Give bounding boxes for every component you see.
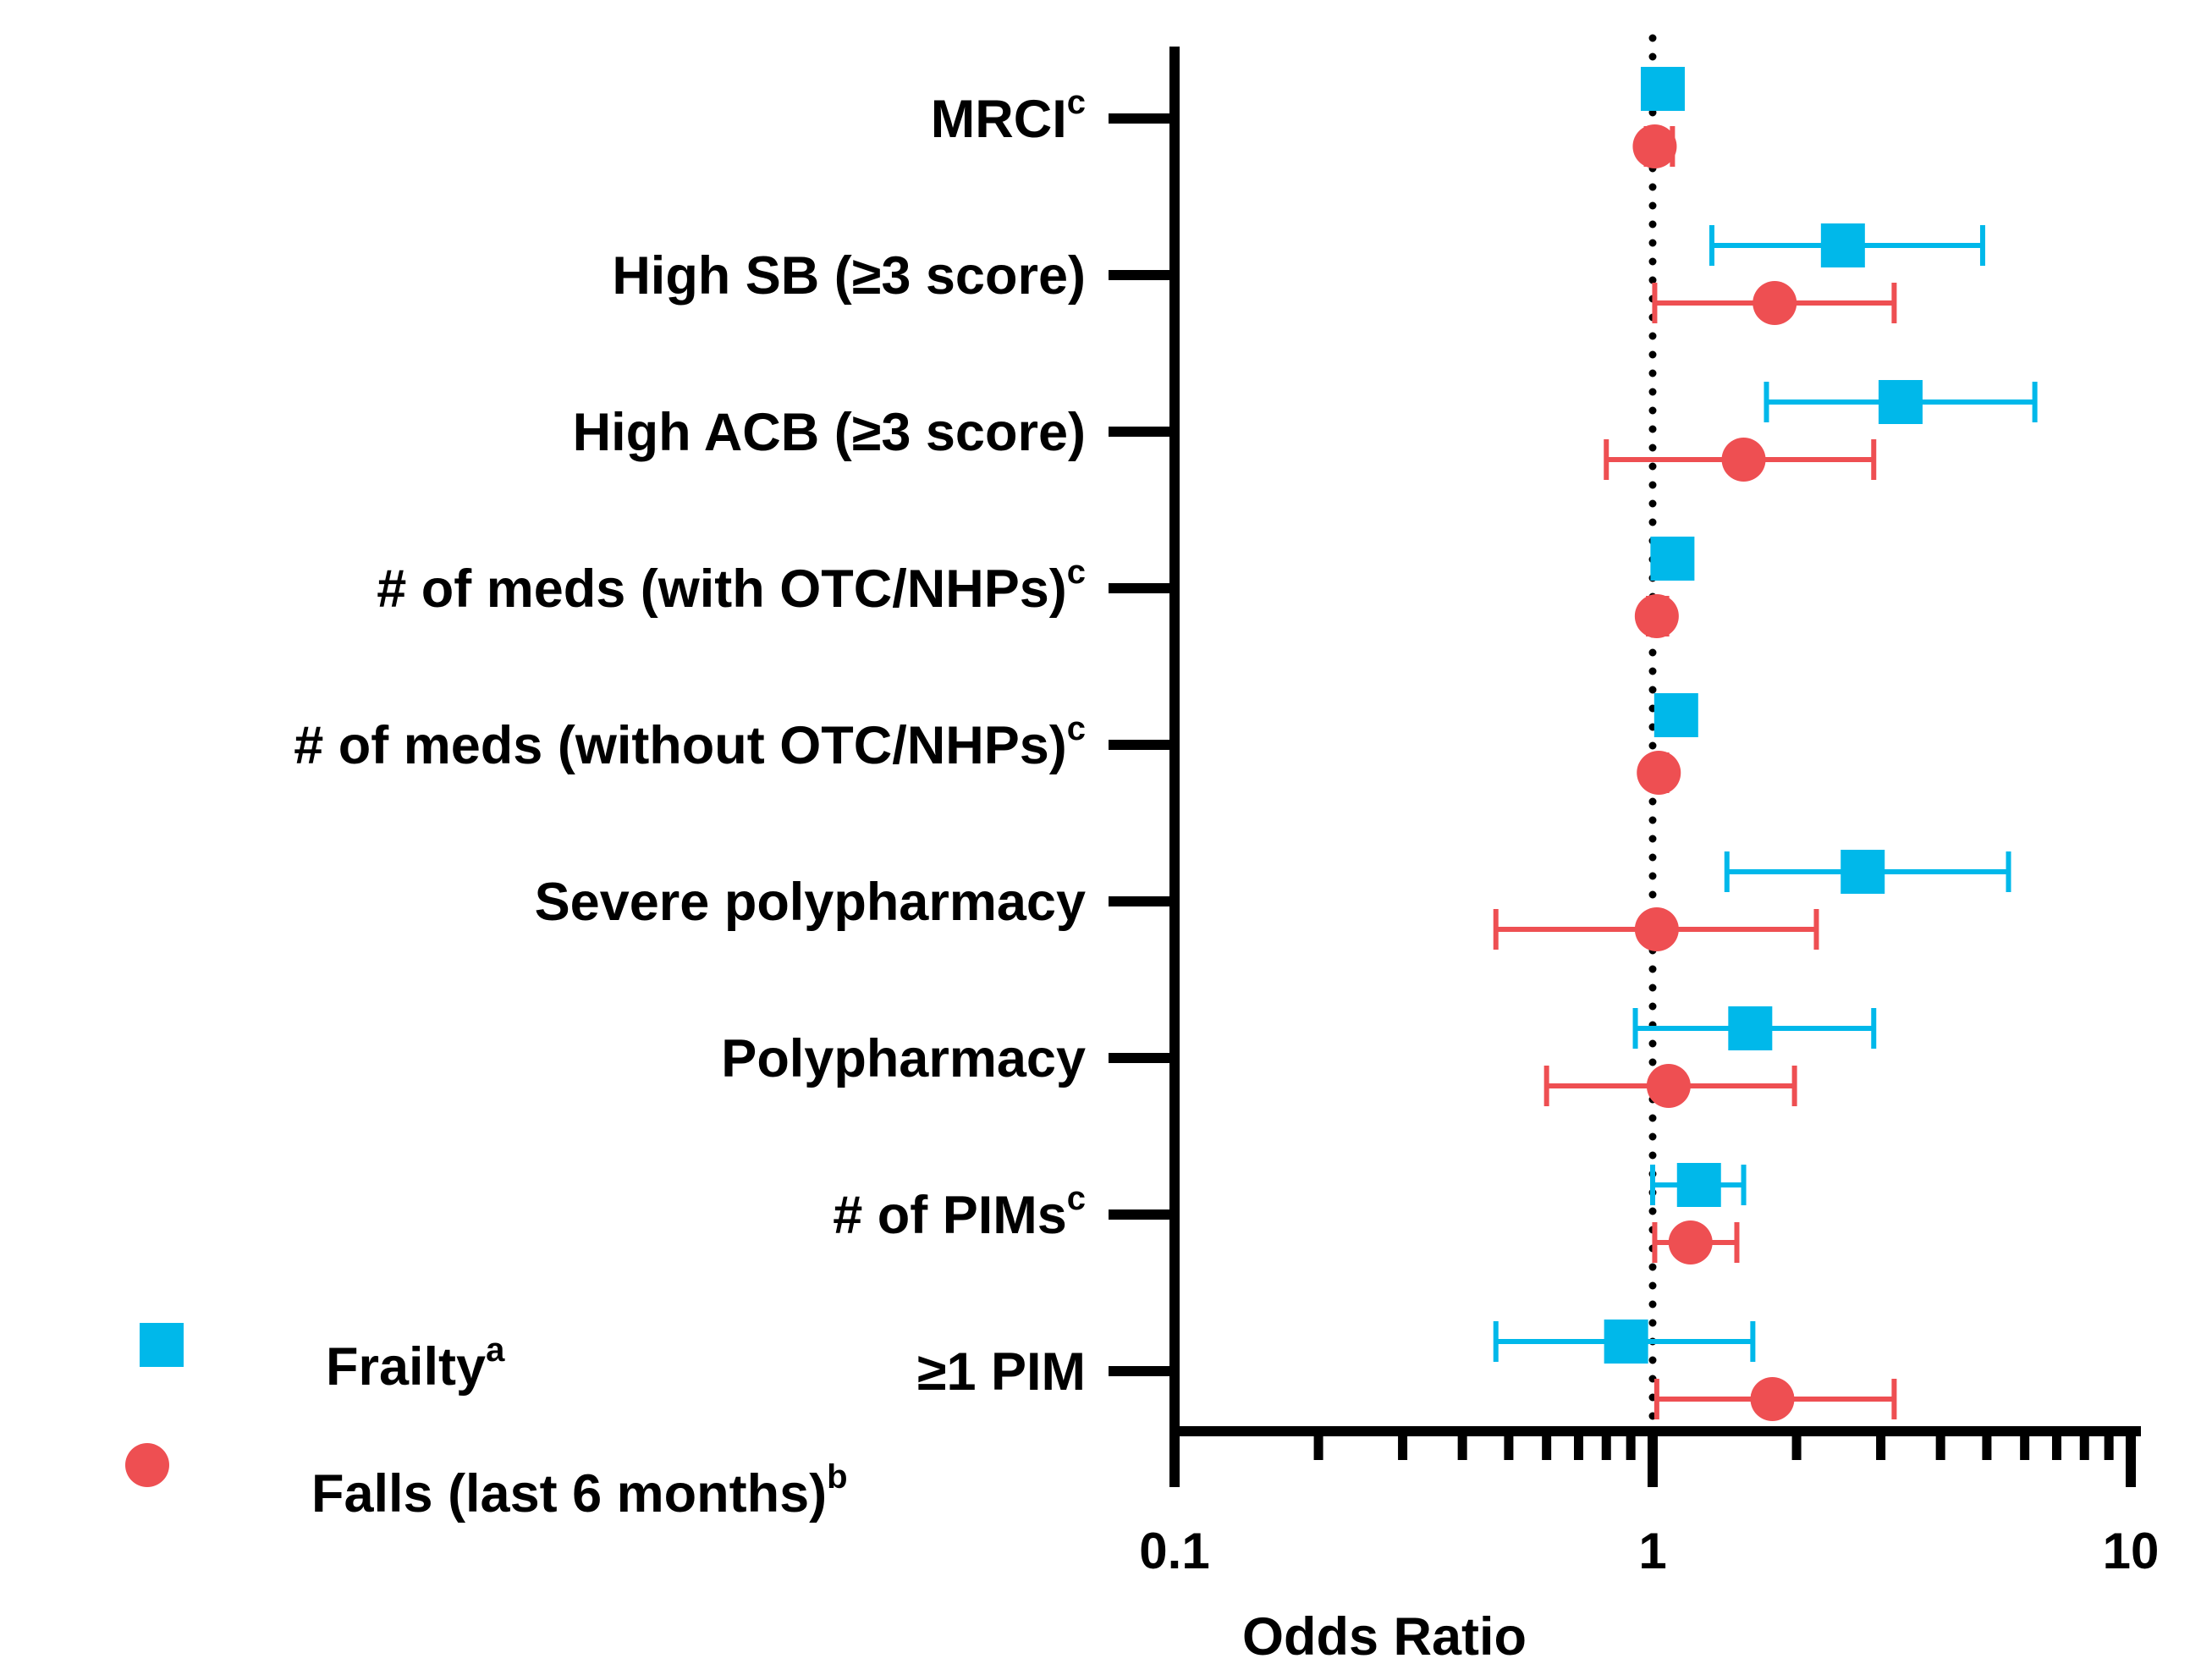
data-point-circle (1634, 594, 1679, 638)
legend: Frailtya Falls (last 6 months)b (125, 1323, 848, 1523)
x-tick-label: 10 (2103, 1523, 2160, 1579)
data-point-circle (1753, 281, 1797, 325)
legend-label-frailty: Frailtya (326, 1331, 505, 1397)
category-label: # of meds (with OTC/NHPs)c (377, 554, 1086, 619)
category-label: High SB (≥3 score) (612, 246, 1086, 306)
data-point-square (1650, 537, 1695, 581)
data-point-circle (1721, 438, 1766, 482)
category-label: Severe polypharmacy (535, 873, 1086, 932)
data-point-circle (1632, 124, 1677, 168)
data-point-square (1820, 223, 1865, 267)
legend-circle-icon (125, 1443, 169, 1487)
category-label: # of meds (without OTC/NHPs)c (294, 710, 1086, 775)
legend-label-falls: Falls (last 6 months)b (311, 1458, 848, 1523)
x-axis-title: Odds Ratio (1242, 1607, 1527, 1667)
x-tick-label: 1 (1638, 1523, 1666, 1579)
x-tick-label: 0.1 (1139, 1523, 1209, 1579)
data-point-square (1878, 380, 1923, 424)
data-point-circle (1750, 1377, 1795, 1421)
data-point-square (1676, 1163, 1721, 1207)
data-point-square (1604, 1320, 1648, 1364)
category-label: Polypharmacy (721, 1029, 1086, 1088)
data-point-circle (1668, 1220, 1713, 1265)
data-point-square (1728, 1006, 1773, 1050)
data-point-circle (1634, 907, 1679, 951)
data-point-square (1640, 67, 1685, 111)
data-point-square (1841, 850, 1885, 894)
category-label: High ACB (≥3 score) (573, 403, 1086, 462)
category-label: # of PIMsc (833, 1180, 1086, 1245)
category-label: ≥1 PIM (917, 1342, 1086, 1402)
category-label: MRCIc (931, 84, 1086, 149)
legend-square-icon (140, 1323, 184, 1367)
data-point-circle (1646, 1064, 1691, 1108)
data-point-square (1653, 693, 1698, 737)
data-point-circle (1637, 751, 1681, 795)
